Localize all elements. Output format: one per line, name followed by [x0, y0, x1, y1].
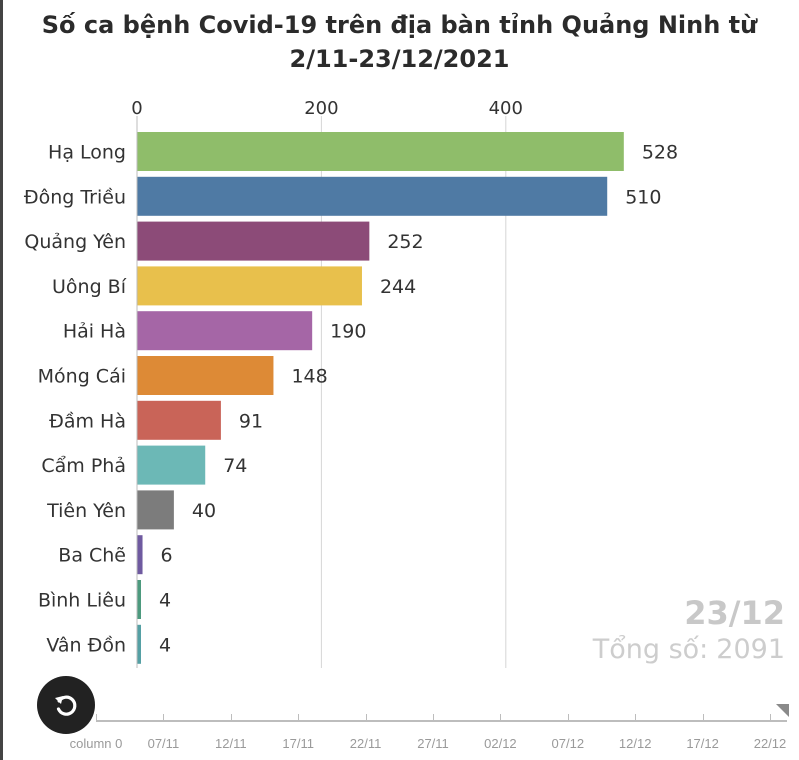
- category-label-5: Móng Cái: [38, 366, 126, 388]
- timeline-tick-4: [365, 714, 367, 722]
- left-edge-border: [0, 0, 3, 760]
- bar-4: [137, 311, 313, 351]
- bar-11: [137, 624, 141, 664]
- x-tick-label-1: 200: [304, 98, 338, 119]
- value-label-2: 252: [387, 231, 423, 253]
- category-label-1: Đông Triều: [24, 186, 126, 208]
- category-label-2: Quảng Yên: [24, 231, 126, 253]
- timeline-label-9: 17/12: [686, 736, 719, 751]
- bar-2: [137, 221, 370, 261]
- timeline-label-3: 17/11: [282, 736, 314, 751]
- timeline-label-2: 12/11: [215, 736, 247, 751]
- x-tick-label-2: 400: [489, 98, 523, 119]
- category-label-8: Tiên Yên: [46, 500, 126, 522]
- value-label-1: 510: [625, 186, 661, 208]
- timeline-tick-6: [500, 714, 502, 722]
- value-label-3: 244: [380, 276, 416, 298]
- timeline-tick-0: [96, 714, 97, 722]
- value-label-10: 4: [159, 590, 171, 612]
- category-label-11: Vân Đồn: [46, 634, 126, 656]
- value-label-4: 190: [330, 321, 366, 343]
- timeline-label-7: 07/12: [551, 736, 585, 751]
- category-label-7: Cẩm Phả: [41, 455, 126, 477]
- bar-6: [137, 400, 221, 440]
- category-label-10: Bình Liêu: [38, 590, 126, 612]
- timeline-label-8: 12/12: [618, 736, 652, 751]
- value-label-6: 91: [239, 410, 263, 432]
- bar-10: [137, 580, 141, 619]
- chart-title-line-2: 2/11-23/12/2021: [289, 45, 510, 73]
- chart-title-line-1: Số ca bệnh Covid-19 trên địa bàn tỉnh Qu…: [41, 11, 758, 39]
- bar-8: [137, 490, 174, 530]
- timeline-track[interactable]: [96, 720, 787, 722]
- replay-button[interactable]: [37, 676, 95, 734]
- value-label-9: 6: [161, 545, 173, 567]
- bar-1: [137, 176, 608, 216]
- bar-3: [137, 266, 362, 306]
- total-count: Tổng số: 2091: [593, 634, 785, 665]
- x-tick-label-0: 0: [131, 98, 142, 119]
- timeline-tick-2: [230, 714, 232, 722]
- value-label-0: 528: [642, 142, 678, 164]
- timeline-tick-9: [702, 714, 704, 722]
- current-date-label: 23/12: [684, 594, 785, 632]
- value-label-8: 40: [192, 500, 216, 522]
- timeline-tick-8: [635, 714, 637, 722]
- timeline-label-5: 27/11: [417, 736, 449, 751]
- category-label-0: Hạ Long: [48, 142, 126, 164]
- timeline-label-0: column 0: [69, 736, 123, 751]
- timeline-label-6: 02/12: [484, 736, 517, 751]
- bar-0: [137, 132, 624, 171]
- total-label: Tổng số:: [592, 634, 709, 665]
- total-value: 2091: [716, 634, 785, 665]
- category-label-9: Ba Chẽ: [58, 545, 126, 567]
- bar-5: [137, 356, 274, 395]
- category-label-6: Đầm Hà: [49, 410, 126, 432]
- timeline-tick-5: [433, 714, 434, 722]
- timeline-label-1: 07/11: [147, 736, 180, 751]
- chart-title: Số ca bệnh Covid-19 trên địa bàn tỉnh Qu…: [0, 8, 799, 76]
- category-label-4: Hải Hà: [63, 321, 126, 343]
- value-label-7: 74: [223, 455, 247, 477]
- timeline-handle[interactable]: [776, 704, 789, 717]
- timeline-label-4: 22/11: [349, 736, 382, 751]
- timeline-slider[interactable]: column 0 07/11 12/11 17/11 22/11 27/11 02/12 07…: [0, 700, 799, 760]
- bar-7: [137, 445, 206, 485]
- timeline-label-10: 22/12: [753, 736, 787, 751]
- bar-9: [137, 535, 143, 575]
- value-label-11: 4: [159, 634, 171, 656]
- timeline-tick-1: [163, 714, 165, 722]
- category-label-3: Uông Bí: [52, 276, 127, 298]
- bar-chart: 0 200 400 Hạ Long 528 Đông Triều 510 Quảng Yên 2…: [24, 98, 678, 668]
- timeline-tick-10: [770, 714, 771, 722]
- timeline-tick-3: [298, 714, 300, 722]
- timeline-tick-7: [567, 714, 569, 722]
- value-label-5: 148: [291, 366, 327, 388]
- replay-icon: [55, 695, 77, 716]
